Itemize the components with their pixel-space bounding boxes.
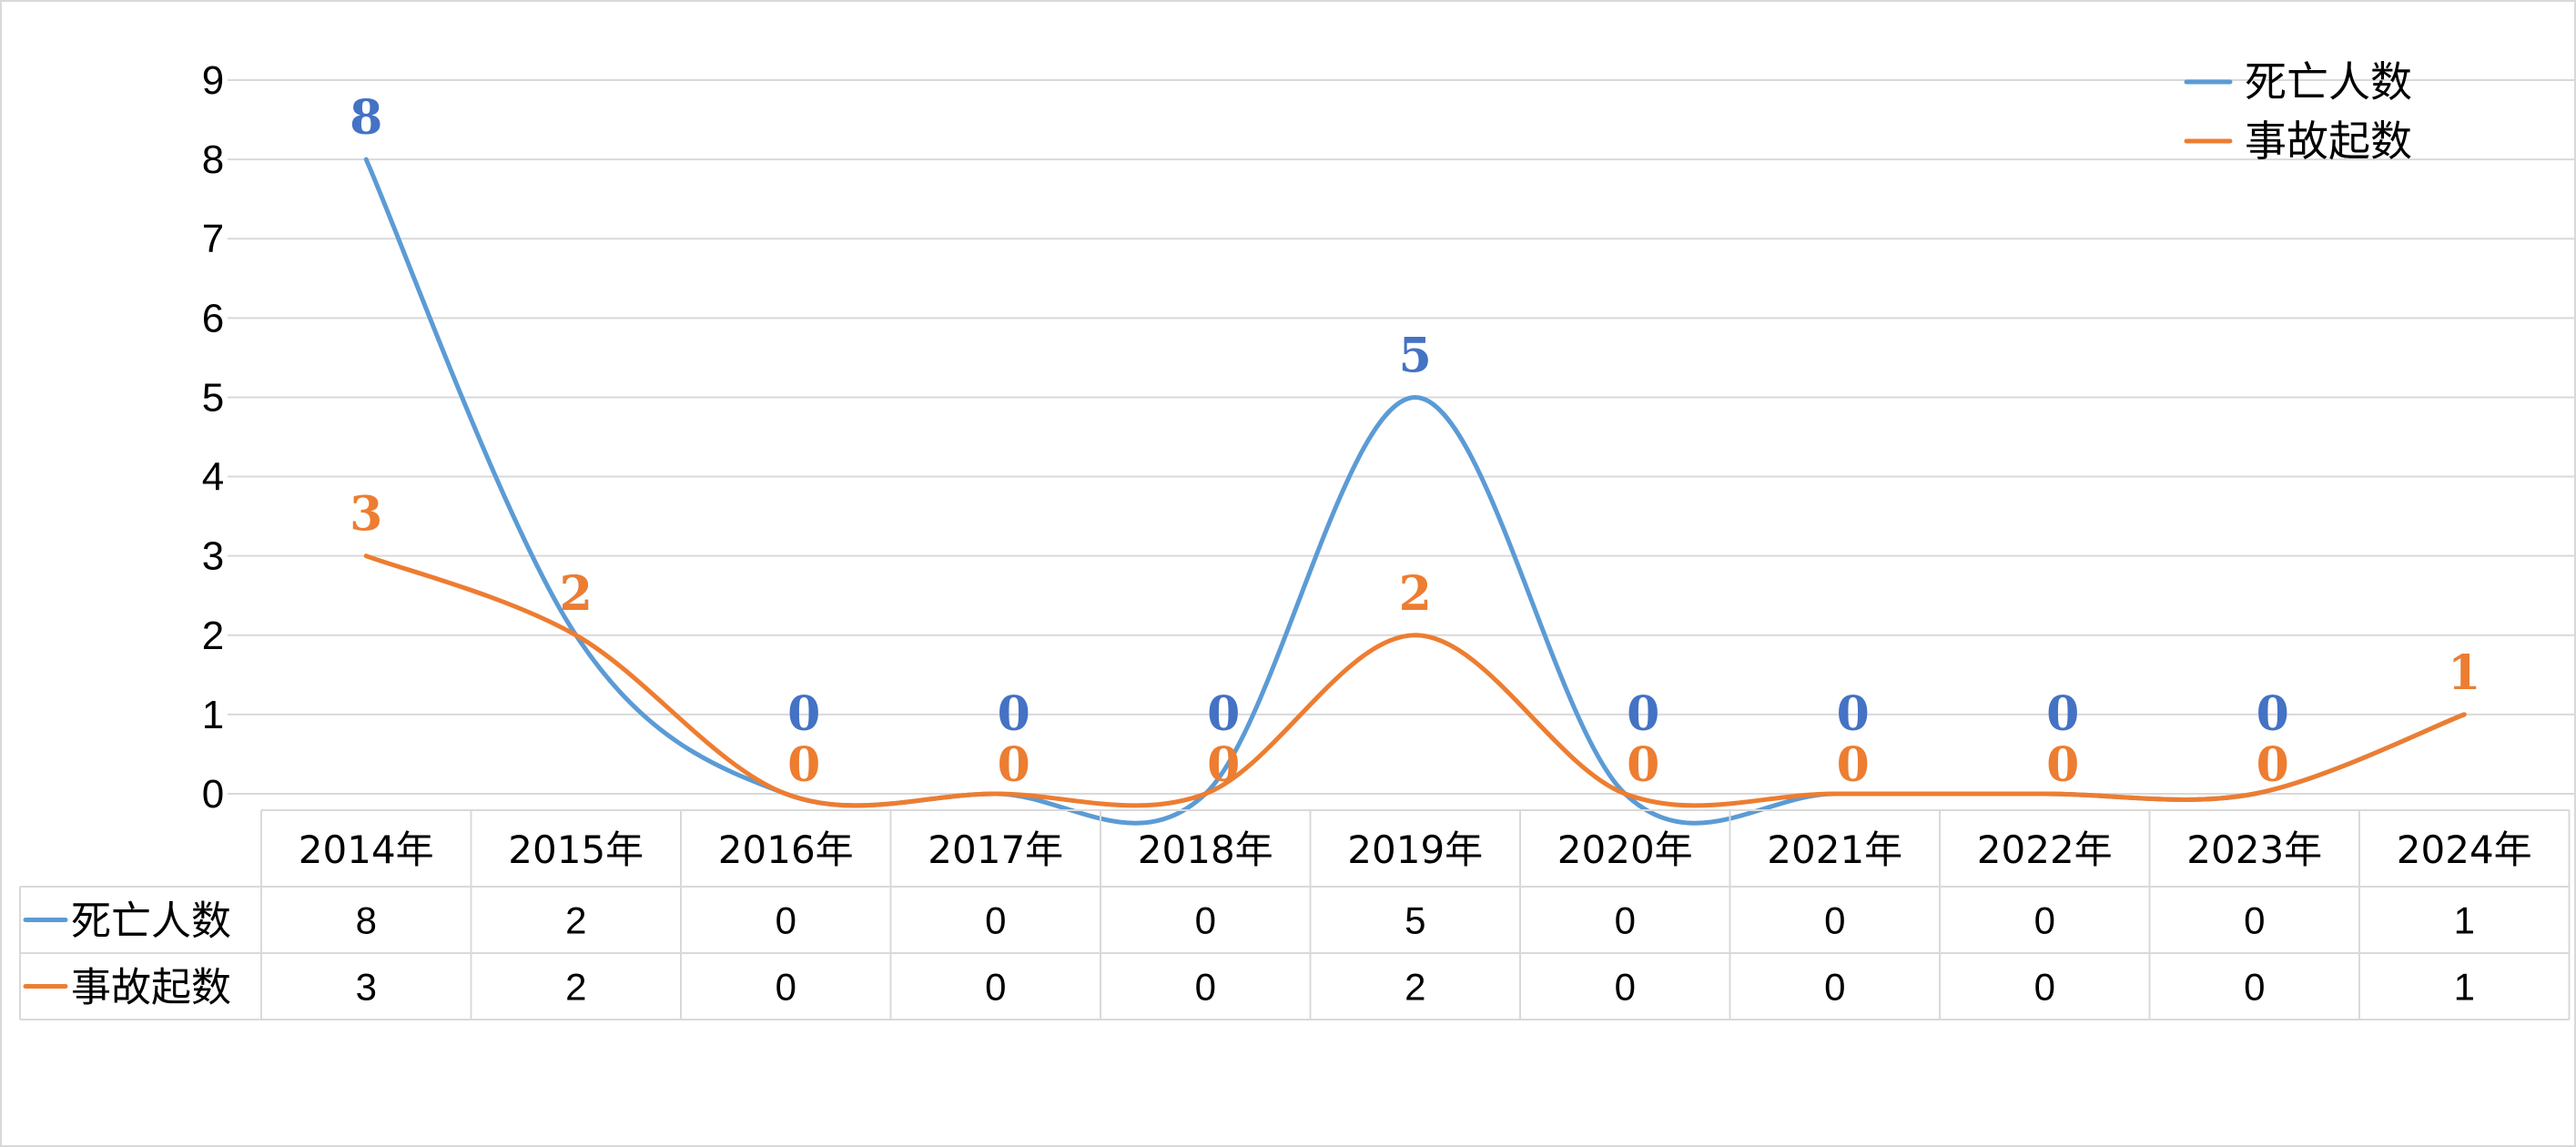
data-label: 0 <box>787 737 820 793</box>
table-cell: 0 <box>985 899 1006 942</box>
table-cell: 5 <box>1405 899 1425 942</box>
data-label: 0 <box>1627 737 1659 793</box>
data-label: 8 <box>350 90 382 146</box>
data-label: 1 <box>2448 645 2480 701</box>
table-cell: 0 <box>1615 966 1636 1009</box>
y-tick-label: 4 <box>202 455 224 500</box>
x-tick-label: 2017年 <box>928 827 1063 872</box>
y-tick-label: 9 <box>202 58 224 103</box>
data-label: 0 <box>1837 737 1870 793</box>
data-label: 0 <box>2046 737 2079 793</box>
y-tick-label: 6 <box>202 296 224 340</box>
table-cell: 1 <box>2454 966 2475 1009</box>
x-tick-label: 2022年 <box>1977 827 2113 872</box>
y-tick-label: 1 <box>202 693 224 737</box>
table-cell: 0 <box>776 899 796 942</box>
table-cell: 0 <box>2244 966 2265 1009</box>
table-cell: 0 <box>1195 966 1216 1009</box>
series-lines <box>363 157 2467 826</box>
x-tick-label: 2015年 <box>508 827 644 872</box>
legend-entry: 死亡人数 <box>2245 57 2412 107</box>
data-label: 0 <box>2257 737 2289 793</box>
x-tick-label: 2014年 <box>299 827 434 872</box>
data-label: 0 <box>787 686 820 742</box>
gridlines <box>228 79 2575 795</box>
y-tick-label: 7 <box>202 217 224 261</box>
data-label: 0 <box>1207 686 1240 742</box>
data-label: 3 <box>350 487 382 543</box>
data-label: 0 <box>1837 686 1870 742</box>
y-tick-label: 5 <box>202 375 224 420</box>
table-cell: 0 <box>985 966 1006 1009</box>
data-label: 0 <box>1207 737 1240 793</box>
table-cell: 0 <box>2034 899 2055 942</box>
data-label: 2 <box>560 566 593 622</box>
data-table: 2014年 2015年 2016年 2017年 2018年 2019年 2020年 2021年… <box>19 809 2571 1020</box>
y-tick-label: 8 <box>202 137 224 182</box>
table-cell: 0 <box>1615 899 1636 942</box>
x-tick-label: 2016年 <box>718 827 854 872</box>
x-tick-label: 2018年 <box>1138 827 1273 872</box>
y-tick-label: 3 <box>202 534 224 579</box>
series-line-2 <box>363 553 2467 808</box>
data-label: 0 <box>2046 686 2079 742</box>
x-tick-label: 2019年 <box>1347 827 1483 872</box>
data-label: 5 <box>1399 328 1432 383</box>
legend-entry: 事故起数 <box>2245 117 2412 166</box>
data-label: 0 <box>1627 686 1659 742</box>
data-label: 0 <box>2257 686 2289 742</box>
y-axis-ticks: 0 1 2 3 4 5 6 7 8 9 <box>202 58 224 817</box>
y-tick-label: 0 <box>202 772 224 817</box>
table-cell: 0 <box>2034 966 2055 1009</box>
x-tick-label: 2023年 <box>2186 827 2322 872</box>
x-tick-label: 2021年 <box>1767 827 1902 872</box>
data-label: 1 <box>2448 645 2480 701</box>
data-label: 2 <box>1399 566 1432 622</box>
table-cell: 0 <box>2244 899 2265 942</box>
table-cell: 2 <box>1405 966 1425 1009</box>
table-cell: 0 <box>1195 899 1216 942</box>
table-cell: 8 <box>356 899 377 942</box>
table-cell: 3 <box>356 966 377 1009</box>
x-tick-label: 2020年 <box>1557 827 1693 872</box>
table-row-label: 事故起数 <box>71 965 231 1011</box>
table-cell: 2 <box>565 966 586 1009</box>
table-cell: 1 <box>2454 899 2475 942</box>
x-tick-label: 2024年 <box>2397 827 2532 872</box>
data-label: 2 <box>560 566 593 622</box>
table-cell: 0 <box>776 966 796 1009</box>
table-cell: 0 <box>1824 899 1845 942</box>
table-row-label: 死亡人数 <box>71 898 231 945</box>
y-tick-label: 2 <box>202 614 224 658</box>
data-label: 0 <box>998 737 1030 793</box>
data-label: 0 <box>998 686 1030 742</box>
table-cell: 0 <box>1824 966 1845 1009</box>
table-cell: 2 <box>565 899 586 942</box>
